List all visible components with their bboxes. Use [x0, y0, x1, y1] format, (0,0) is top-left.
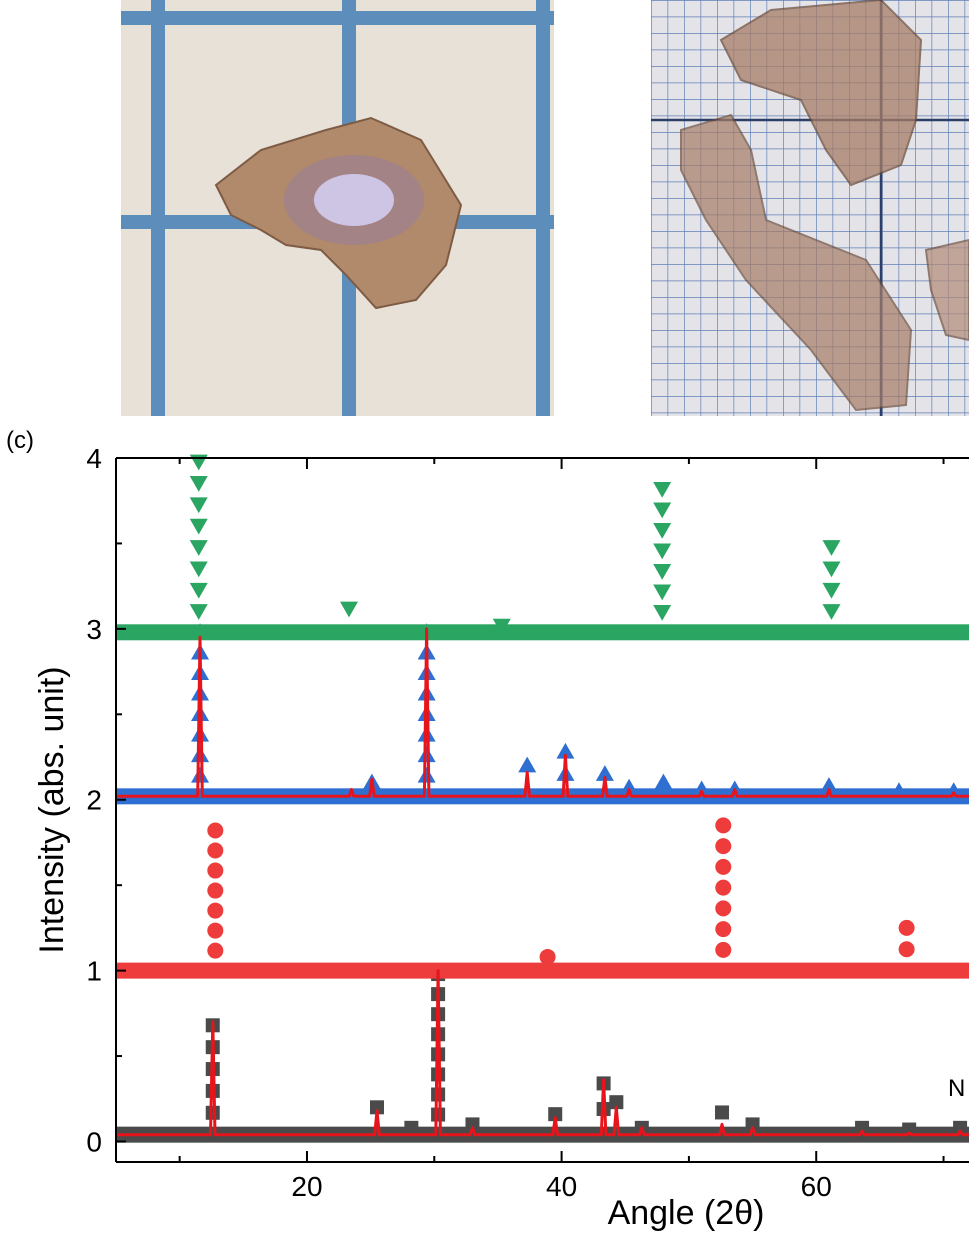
x-tick-label: 60	[801, 1171, 832, 1202]
xrd-chart: (c) 0 1 2 3 4 20 40 60 N Angle (2θ) Intensity (…	[6, 427, 969, 1232]
data-point	[189, 540, 208, 556]
data-point	[207, 842, 224, 859]
series-baseline	[116, 962, 969, 979]
data-point	[404, 1120, 419, 1135]
data-point	[431, 1087, 446, 1102]
data-point	[654, 773, 673, 790]
y-axis-label: Intensity (abs. unit)	[33, 666, 71, 953]
data-point	[431, 1107, 446, 1122]
series-baseline	[116, 624, 969, 641]
data-point	[715, 858, 732, 875]
data-point	[898, 941, 915, 958]
data-point	[189, 604, 208, 620]
data-point	[339, 601, 358, 618]
data-point	[715, 921, 732, 938]
data-point	[819, 777, 838, 793]
data-point	[595, 765, 614, 781]
data-point	[653, 502, 672, 519]
series-2	[116, 623, 969, 805]
data-point	[822, 561, 841, 578]
crystal-photo-b-graphic	[651, 0, 969, 416]
data-point	[207, 862, 224, 879]
data-point	[944, 782, 963, 798]
data-point	[653, 584, 672, 601]
photo-a-iridescence	[284, 155, 424, 245]
data-point	[189, 497, 208, 514]
data-point	[518, 756, 537, 773]
data-point	[189, 518, 208, 535]
photo-b-flake-1	[719, 0, 923, 187]
crystal-photo-b	[651, 0, 969, 416]
photo-a-reflection	[314, 174, 394, 226]
data-point	[189, 476, 208, 492]
y-tick-label: 2	[86, 785, 102, 816]
series-0	[116, 967, 969, 1143]
data-point	[653, 564, 672, 580]
y-tick-label: 0	[86, 1126, 102, 1157]
data-point	[745, 1117, 760, 1132]
data-point	[692, 780, 711, 797]
x-axis-label: Angle (2θ)	[608, 1194, 765, 1232]
data-point	[898, 919, 915, 936]
y-tick-label: 4	[86, 443, 102, 474]
data-point	[822, 540, 841, 556]
crystal-photo-a-graphic	[121, 0, 554, 416]
photo-b-flake-2	[680, 113, 913, 412]
data-point	[620, 778, 639, 795]
data-point	[902, 1122, 917, 1137]
data-point	[417, 746, 436, 763]
series-1	[116, 817, 969, 979]
data-point	[189, 561, 208, 578]
data-point	[715, 879, 732, 896]
data-point	[715, 941, 732, 958]
data-point	[953, 1120, 968, 1135]
crystal-photo-a	[121, 0, 554, 416]
data-point	[715, 900, 732, 917]
series-layer	[116, 454, 969, 1143]
data-point	[609, 1095, 624, 1110]
x-tick-label: 40	[546, 1171, 577, 1202]
y-tick-label: 1	[86, 956, 102, 987]
panel-c-label: (c)	[6, 427, 34, 454]
data-point	[191, 766, 210, 783]
data-point	[653, 605, 672, 621]
x-tick-label: 20	[291, 1171, 322, 1202]
data-point	[855, 1120, 870, 1135]
data-point	[207, 882, 224, 899]
data-point	[715, 817, 732, 834]
data-point	[465, 1117, 480, 1132]
data-point	[548, 1107, 563, 1122]
data-point	[207, 902, 224, 919]
data-point	[653, 482, 672, 498]
y-tick-label: 3	[86, 614, 102, 645]
data-point	[715, 1105, 730, 1120]
data-point	[205, 1105, 220, 1120]
fit-layer	[116, 627, 969, 1137]
data-point	[822, 582, 841, 599]
data-point	[715, 838, 732, 855]
data-point	[556, 742, 575, 759]
data-point	[189, 582, 208, 599]
ticks-layer: 0 1 2 3 4 20 40 60	[86, 443, 945, 1202]
data-point	[369, 1100, 384, 1115]
data-point	[191, 746, 210, 763]
data-point	[653, 523, 672, 539]
data-point	[207, 822, 224, 839]
data-point	[492, 618, 511, 635]
data-point	[417, 766, 436, 783]
data-point	[889, 782, 908, 798]
fit-line	[116, 627, 969, 798]
truncated-annotation: N	[948, 1075, 965, 1102]
fit-line	[116, 969, 969, 1137]
data-point	[822, 604, 841, 620]
data-point	[207, 922, 224, 939]
series-3	[116, 454, 969, 641]
data-point	[653, 543, 672, 560]
photo-b-flake-3	[924, 238, 969, 342]
data-point	[539, 948, 556, 965]
data-point	[207, 942, 224, 959]
